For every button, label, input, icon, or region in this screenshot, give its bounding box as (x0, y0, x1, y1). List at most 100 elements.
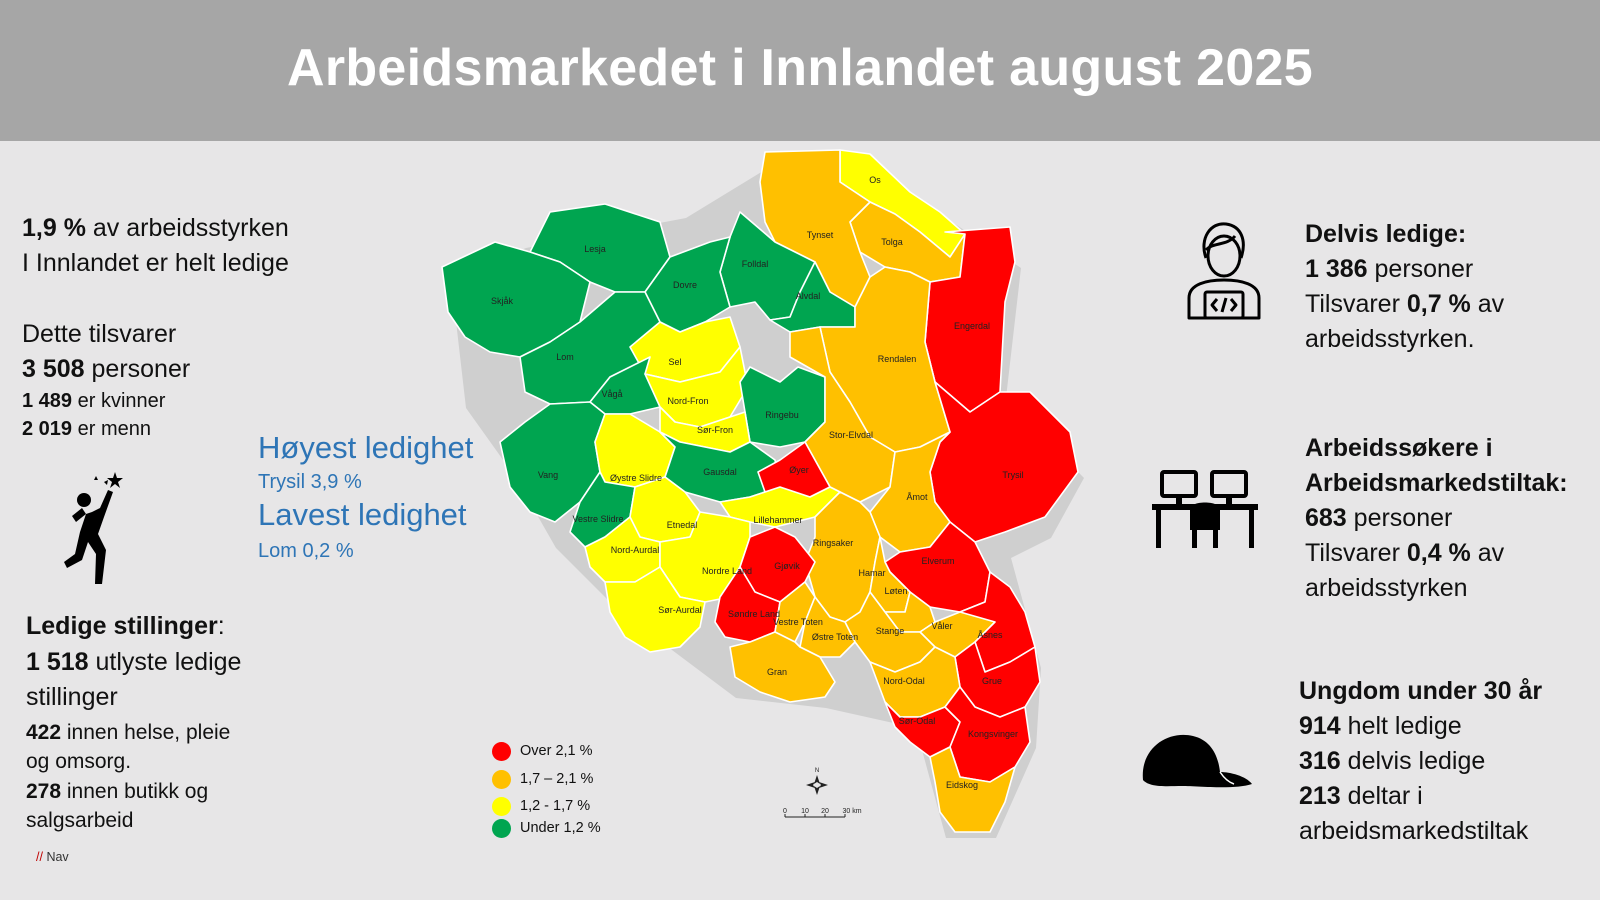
municipality-label-alvdal: Alvdal (796, 291, 821, 301)
municipality-label-kongsvinger: Kongsvinger (968, 729, 1018, 739)
municipality-label-vestre-toten: Vestre Toten (773, 617, 823, 627)
municipality-label-os: Os (869, 175, 881, 185)
municipality-label-østre-toten: Østre Toten (812, 632, 858, 642)
municipality-label-sør-aurdal: Sør-Aurdal (658, 605, 702, 615)
workstations-icon (1152, 470, 1258, 548)
north-label: N (815, 768, 819, 774)
municipality-label-lillehammer: Lillehammer (753, 515, 802, 525)
municipality-label-ringebu: Ringebu (765, 410, 799, 420)
municipality-label-ringsaker: Ringsaker (813, 538, 854, 548)
legend-swatch (492, 818, 511, 838)
municipality-label-nordre-land: Nordre Land (702, 566, 752, 576)
municipality-label-stange: Stange (876, 626, 905, 636)
retail-jobs-line2: salgsarbeid (26, 809, 134, 832)
men-count: 2 019 er menn (22, 418, 151, 440)
municipality-label-nord-odal: Nord-Odal (883, 676, 925, 686)
municipality-label-sel: Sel (668, 357, 681, 367)
municipality-label-åmot: Åmot (906, 492, 928, 502)
municipality-label-hamar: Hamar (858, 568, 885, 578)
legend-swatch (492, 741, 511, 761)
municipality-label-tolga: Tolga (881, 237, 903, 247)
municipality-label-sør-fron: Sør-Fron (697, 425, 733, 435)
municipality-label-rendalen: Rendalen (878, 354, 917, 364)
partial-line4: arbeidsstyrken. (1305, 325, 1475, 353)
municipality-label-grue: Grue (982, 676, 1002, 686)
persons-count: 3 508 personer (22, 355, 191, 383)
svg-text:10: 10 (801, 808, 809, 815)
municipality-label-etnedal: Etnedal (667, 520, 698, 530)
jobs-count: 1 518 utlyste ledige (26, 648, 242, 676)
svg-text:20: 20 (821, 808, 829, 815)
jobs-line2: stillinger (26, 683, 118, 711)
health-jobs-line2: og omsorg. (26, 750, 132, 773)
retail-jobs: 278 innen butikk og (26, 780, 209, 803)
municipality-label-trysil: Trysil (1002, 470, 1023, 480)
municipality-label-øystre-slidre: Øystre Slidre (610, 473, 662, 483)
municipality-label-sør-odal: Sør-Odal (899, 716, 936, 726)
legend-item-high: 1,7 – 2,1 % (492, 766, 593, 792)
municipality-label-øyer: Øyer (789, 465, 809, 475)
legend-item-mid: 1,2 - 1,7 % (492, 793, 590, 819)
municipality-label-eidskog: Eidskog (946, 780, 978, 790)
municipality-label-åsnes: Åsnes (977, 630, 1003, 640)
municipality-label-gjøvik: Gjøvik (774, 561, 800, 571)
measures-equiv: Tilsvarer 0,4 % av (1305, 539, 1505, 567)
partial-equiv: Tilsvarer 0,7 % av (1305, 290, 1505, 318)
svg-text:30 km: 30 km (842, 808, 861, 815)
municipality-label-tynset: Tynset (807, 230, 834, 240)
municipality-label-lesja: Lesja (584, 244, 606, 254)
source-logo: // Nav (36, 850, 69, 864)
legend-swatch (492, 769, 511, 789)
municipality-kongsvinger (944, 686, 1031, 783)
youth-full: 914 helt ledige (1299, 712, 1462, 740)
legend-item-over: Over 2,1 % (492, 738, 593, 764)
legend-item-under: Under 1,2 % (492, 815, 601, 841)
unemployment-rate: 1,9 % av arbeidsstyrken (22, 214, 289, 242)
header-bar: Arbeidsmarkedet i Innlandet august 2025 (0, 0, 1600, 141)
partial-label: Delvis ledige: (1305, 220, 1467, 248)
municipality-sør-aurdal (604, 566, 706, 653)
measures-count: 683 personer (1305, 504, 1453, 532)
municipality-label-lom: Lom (556, 352, 574, 362)
municipality-label-folldal: Folldal (742, 259, 769, 269)
highest-label: Høyest ledighet (258, 430, 474, 465)
highest-value: Trysil 3,9 % (258, 471, 362, 493)
municipality-label-nord-aurdal: Nord-Aurdal (611, 545, 660, 555)
municipality-label-nord-fron: Nord-Fron (667, 396, 708, 406)
municipality-label-gausdal: Gausdal (703, 467, 737, 477)
municipality-label-elverum: Elverum (921, 556, 954, 566)
measures-label-2: Arbeidsmarkedstiltak: (1305, 469, 1568, 497)
municipality-label-vågå: Vågå (601, 389, 622, 399)
municipality-label-vang: Vang (538, 470, 558, 480)
measures-label: Arbeidssøkere i (1305, 434, 1493, 462)
compass-icon (814, 775, 820, 784)
youth-label: Ungdom under 30 år (1299, 677, 1543, 705)
scale-bar: N 0 10 20 30 km (783, 768, 862, 818)
page-title: Arbeidsmarkedet i Innlandet august 2025 (286, 39, 1313, 97)
lowest-value: Lom 0,2 % (258, 540, 354, 562)
person-laptop-icon (1187, 222, 1261, 320)
municipality-stange (844, 591, 936, 673)
municipality-label-våler: Våler (931, 621, 952, 631)
women-count: 1 489 er kvinner (22, 390, 166, 412)
svg-text:0: 0 (783, 808, 787, 815)
lowest-label: Lavest ledighet (258, 497, 467, 532)
municipality-label-stor-elvdal: Stor-Elvdal (829, 430, 873, 440)
unemployment-rate-line2: I Innlandet er helt ledige (22, 249, 289, 277)
measures-line5: arbeidsstyrken (1305, 574, 1468, 602)
health-jobs: 422 innen helse, pleie (26, 721, 231, 744)
municipality-label-søndre-land: Søndre Land (728, 609, 780, 619)
partial-count: 1 386 personer (1305, 255, 1474, 283)
equivalent-label: Dette tilsvarer (22, 320, 177, 348)
legend-swatch (492, 796, 511, 816)
youth-measures: 213 deltar i (1299, 782, 1423, 810)
jobs-label: Ledige stillinger: (26, 612, 225, 640)
municipality-label-vestre-slidre: Vestre Slidre (572, 514, 623, 524)
innlandet-map: Os Tolga Tynset Lesja Folldal Dovre Alvdal Skjå… (441, 149, 1084, 838)
cap-icon (1142, 734, 1252, 788)
municipality-label-løten: Løten (884, 586, 907, 596)
municipality-label-dovre: Dovre (673, 280, 697, 290)
youth-measures-line2: arbeidsmarkedstiltak (1299, 817, 1529, 845)
municipality-label-engerdal: Engerdal (954, 321, 990, 331)
municipality-label-skjåk: Skjåk (491, 296, 514, 306)
